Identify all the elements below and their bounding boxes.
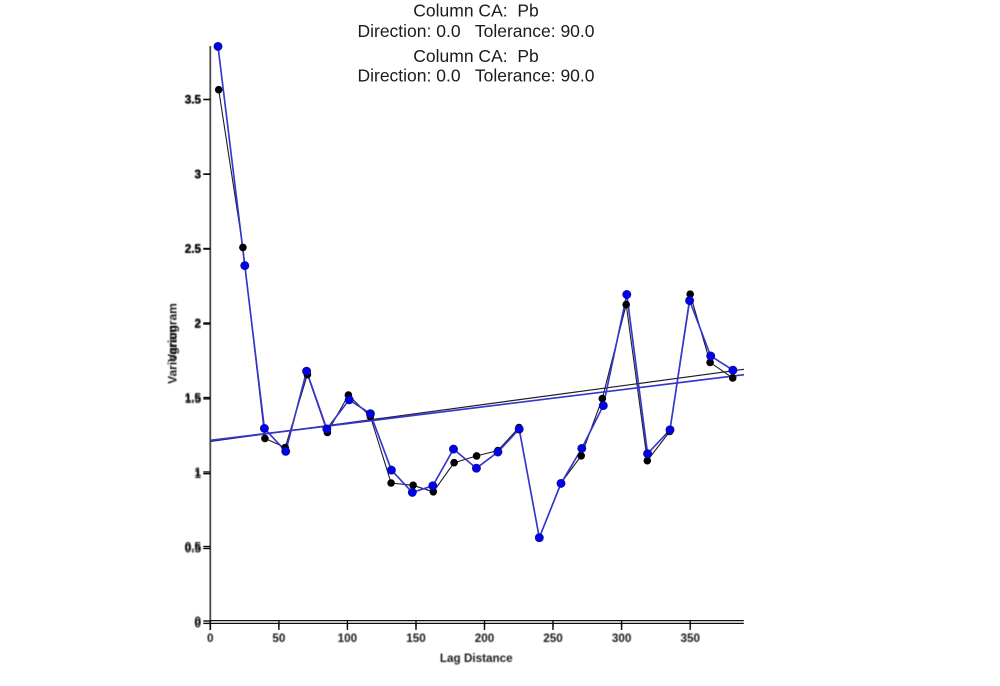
svg-text:2: 2 [194, 318, 201, 331]
svg-text:2.5: 2.5 [185, 243, 202, 256]
svg-text:Column CA: Pb: Column CA: Pb [413, 1, 538, 21]
svg-text:2.5: 2.5 [185, 243, 202, 256]
svg-text:0: 0 [207, 632, 214, 645]
svg-text:1: 1 [194, 468, 201, 481]
svg-text:350: 350 [680, 632, 700, 645]
svg-text:Variogram: Variogram [166, 303, 180, 362]
svg-text:1.5: 1.5 [185, 393, 202, 406]
svg-text:50: 50 [272, 632, 286, 645]
svg-text:250: 250 [543, 632, 563, 645]
svg-text:Variogram: Variogram [166, 325, 180, 384]
svg-text:0.5: 0.5 [185, 543, 202, 556]
svg-text:3: 3 [194, 168, 201, 181]
svg-text:3.5: 3.5 [185, 94, 202, 107]
svg-text:3.5: 3.5 [185, 94, 202, 107]
svg-text:0.5: 0.5 [185, 541, 202, 554]
svg-text:Column CA: Pb: Column CA: Pb [413, 46, 538, 66]
svg-text:200: 200 [475, 632, 495, 645]
svg-text:100: 100 [338, 632, 358, 645]
svg-text:300: 300 [612, 632, 632, 645]
svg-text:2: 2 [194, 317, 201, 330]
svg-text:0: 0 [194, 615, 201, 628]
svg-text:Direction: 0.0 Tolerance: 90: Direction: 0.0 Tolerance: 90.0 [357, 66, 594, 86]
svg-text:150: 150 [406, 632, 426, 645]
svg-text:0: 0 [194, 618, 201, 631]
svg-text:1: 1 [194, 466, 201, 479]
svg-text:Lag Distance: Lag Distance [440, 652, 513, 665]
svg-text:3: 3 [194, 168, 201, 181]
svg-text:1.5: 1.5 [185, 392, 202, 405]
svg-text:Direction: 0.0 Tolerance: 90: Direction: 0.0 Tolerance: 90.0 [357, 21, 594, 41]
